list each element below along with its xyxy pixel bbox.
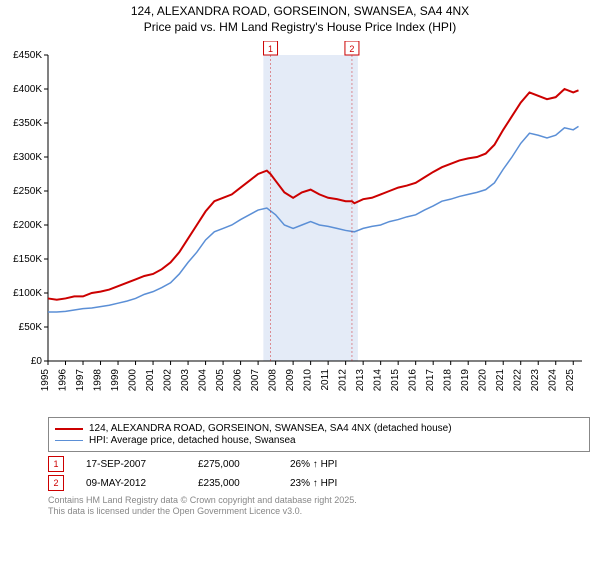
svg-text:2015: 2015: [390, 369, 401, 392]
chart-area: £0£50K£100K£150K£200K£250K£300K£350K£400…: [48, 41, 600, 411]
svg-text:1998: 1998: [93, 369, 104, 392]
sale-date-1: 17-SEP-2007: [86, 459, 176, 470]
svg-text:£300K: £300K: [13, 152, 42, 163]
sale-price-2: £235,000: [198, 478, 268, 489]
svg-text:2000: 2000: [128, 369, 139, 392]
svg-text:£0: £0: [31, 356, 43, 367]
legend-swatch-hpi: [55, 440, 83, 441]
svg-text:£100K: £100K: [13, 288, 42, 299]
svg-text:2024: 2024: [548, 369, 559, 392]
svg-text:2004: 2004: [198, 369, 209, 392]
legend-label-price-paid: 124, ALEXANDRA ROAD, GORSEINON, SWANSEA,…: [89, 423, 452, 434]
svg-text:2019: 2019: [460, 369, 471, 392]
svg-text:2012: 2012: [338, 369, 349, 392]
sale-marker-1: 1: [48, 456, 64, 472]
sale-marker-2: 2: [48, 475, 64, 491]
svg-text:1999: 1999: [110, 369, 121, 392]
svg-text:2011: 2011: [320, 369, 331, 391]
footer-line2: This data is licensed under the Open Gov…: [48, 506, 590, 517]
svg-text:2001: 2001: [145, 369, 156, 392]
svg-text:2023: 2023: [530, 369, 541, 392]
svg-text:2013: 2013: [355, 369, 366, 392]
svg-text:2002: 2002: [163, 369, 174, 392]
sale-delta-1: 26% ↑ HPI: [290, 459, 337, 470]
svg-text:2017: 2017: [425, 369, 436, 392]
footer: Contains HM Land Registry data © Crown c…: [48, 495, 590, 518]
svg-text:£450K: £450K: [13, 50, 42, 61]
svg-text:2020: 2020: [478, 369, 489, 392]
title-line2: Price paid vs. HM Land Registry's House …: [0, 20, 600, 36]
sale-row-2: 2 09-MAY-2012 £235,000 23% ↑ HPI: [48, 475, 590, 491]
svg-text:£350K: £350K: [13, 118, 42, 129]
svg-text:2010: 2010: [303, 369, 314, 392]
svg-text:2008: 2008: [268, 369, 279, 392]
legend-row-hpi: HPI: Average price, detached house, Swan…: [55, 435, 583, 446]
svg-text:£400K: £400K: [13, 84, 42, 95]
svg-text:£250K: £250K: [13, 186, 42, 197]
legend: 124, ALEXANDRA ROAD, GORSEINON, SWANSEA,…: [48, 417, 590, 452]
svg-text:2005: 2005: [215, 369, 226, 392]
sales-table: 1 17-SEP-2007 £275,000 26% ↑ HPI 2 09-MA…: [48, 456, 590, 491]
svg-text:1997: 1997: [75, 369, 86, 392]
svg-text:2009: 2009: [285, 369, 296, 392]
svg-text:£50K: £50K: [19, 322, 43, 333]
svg-text:2007: 2007: [250, 369, 261, 392]
svg-text:1: 1: [268, 44, 273, 54]
svg-text:2021: 2021: [495, 369, 506, 392]
svg-text:2014: 2014: [373, 369, 384, 392]
line-chart: £0 £50K £100K £150K £200K £250K £300K £350K £400…: [6, 41, 588, 411]
legend-swatch-price-paid: [55, 428, 83, 430]
svg-text:1996: 1996: [58, 369, 69, 392]
svg-text:2006: 2006: [233, 369, 244, 392]
sale-row-1: 1 17-SEP-2007 £275,000 26% ↑ HPI: [48, 456, 590, 472]
svg-text:1995: 1995: [40, 369, 51, 392]
svg-text:2003: 2003: [180, 369, 191, 392]
svg-text:2: 2: [349, 44, 354, 54]
legend-row-price-paid: 124, ALEXANDRA ROAD, GORSEINON, SWANSEA,…: [55, 423, 583, 434]
sale-delta-2: 23% ↑ HPI: [290, 478, 337, 489]
svg-text:£200K: £200K: [13, 220, 42, 231]
svg-text:£150K: £150K: [13, 254, 42, 265]
sale-price-1: £275,000: [198, 459, 268, 470]
sale-date-2: 09-MAY-2012: [86, 478, 176, 489]
legend-label-hpi: HPI: Average price, detached house, Swan…: [89, 435, 296, 446]
svg-text:2025: 2025: [565, 369, 576, 392]
svg-text:2018: 2018: [443, 369, 454, 392]
chart-title: 124, ALEXANDRA ROAD, GORSEINON, SWANSEA,…: [0, 4, 600, 35]
footer-line1: Contains HM Land Registry data © Crown c…: [48, 495, 590, 506]
title-line1: 124, ALEXANDRA ROAD, GORSEINON, SWANSEA,…: [0, 4, 600, 20]
svg-text:2016: 2016: [408, 369, 419, 392]
svg-text:2022: 2022: [513, 369, 524, 392]
